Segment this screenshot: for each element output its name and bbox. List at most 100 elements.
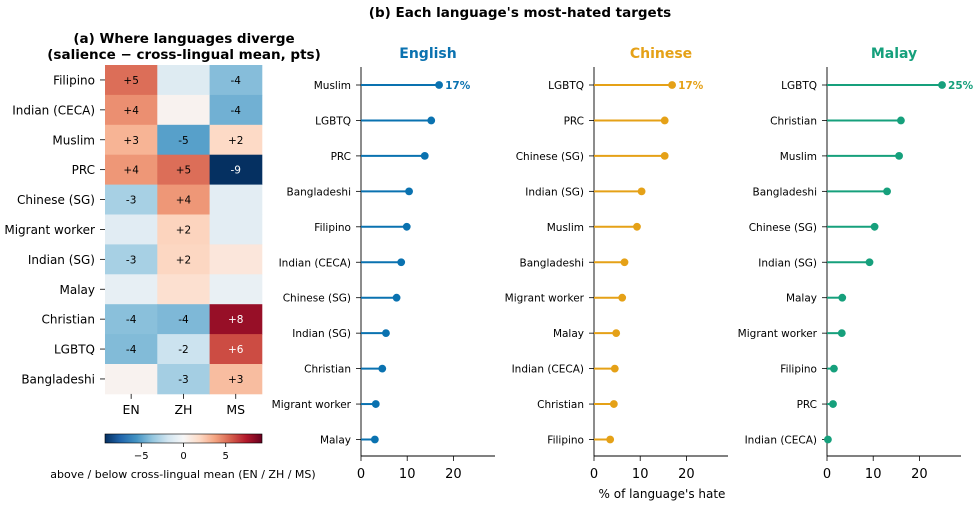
lollipop-dot [610, 400, 618, 408]
heatmap-panel: (a) Where languages diverge (salience − … [4, 31, 320, 481]
lollipop-dot [830, 365, 838, 373]
x-tick-label: 10 [632, 467, 649, 482]
heatmap-cell-label: +2 [176, 254, 191, 266]
y-tick-label: Indian (SG) [292, 328, 351, 340]
lollipop-dot [618, 294, 626, 302]
heatmap-cell-label: +2 [176, 224, 191, 236]
heatmap-column-label: MS [226, 402, 245, 417]
y-tick-label: Bangladeshi [287, 186, 351, 198]
heatmap-cell [210, 274, 263, 304]
heatmap-row-label: Indian (SG) [28, 253, 95, 267]
y-tick-label: Migrant worker [505, 293, 585, 305]
y-tick-label: Muslim [780, 151, 817, 163]
lollipop-suptitle: (b) Each language's most-hated targets [369, 5, 671, 21]
heatmap-cell [105, 215, 158, 245]
lollipop-dot [883, 187, 891, 195]
heatmap-cell-label: -3 [126, 254, 136, 266]
heatmap-column-label: ZH [174, 402, 192, 417]
top-value-label: 25% [948, 80, 974, 92]
heatmap-row-label: Bangladeshi [21, 372, 95, 386]
heatmap-row-label: LGBTQ [54, 343, 95, 357]
heatmap-cell [157, 274, 210, 304]
lollipop-dot [661, 117, 669, 125]
y-tick-label: Filipino [314, 222, 351, 234]
y-tick-label: Christian [770, 115, 817, 127]
y-tick-label: PRC [564, 115, 584, 127]
heatmap-cell [105, 274, 158, 304]
subplot-title: English [399, 46, 456, 62]
lollipop-panel: (b) Each language's most-hated targets E… [272, 5, 974, 501]
y-tick-label: Malay [320, 435, 351, 447]
heatmap-cell-label: -2 [178, 344, 188, 356]
y-tick-label: Migrant worker [272, 399, 352, 411]
y-tick-label: Christian [304, 364, 351, 376]
heatmap-row-labels: FilipinoIndian (CECA)MuslimPRCChinese (S… [4, 73, 105, 386]
lollipop-dot [612, 329, 620, 337]
lollipop-x-axis-label: % of language's hate [599, 487, 726, 501]
lollipop-dot [838, 329, 846, 337]
heatmap-cell-label: -3 [126, 195, 136, 207]
heatmap-title-line1: (a) Where languages diverge [73, 31, 294, 47]
lollipop-dot [638, 187, 646, 195]
heatmap-cell-label: -4 [126, 344, 137, 356]
colorbar: −5 0 5 above / below cross-lingual mean (E… [50, 434, 315, 481]
lollipop-subplot: Malay 0 10 20 LGBTQ 25% Christian Muslim Banglad… [738, 46, 974, 482]
subplot-title: Chinese [630, 46, 692, 62]
heatmap-cell-label: +3 [123, 135, 138, 147]
heatmap-row-label: Christian [41, 313, 95, 327]
heatmap-cell-label: -3 [178, 374, 188, 386]
lollipop-dot [938, 81, 946, 89]
heatmap-cell [105, 364, 158, 394]
lollipop-dot [611, 365, 619, 373]
lollipop-dot [382, 329, 390, 337]
colorbar-ticks: −5 0 5 [134, 443, 229, 462]
x-tick-label: 0 [357, 467, 365, 482]
y-tick-label: Chinese (SG) [283, 293, 351, 305]
y-tick-label: Chinese (SG) [516, 151, 584, 163]
y-tick-label: Muslim [314, 80, 351, 92]
lollipop-dot [668, 81, 676, 89]
heatmap-row-label: PRC [72, 163, 95, 177]
x-tick-label: 0 [823, 467, 831, 482]
heatmap-row-label: Malay [60, 283, 96, 297]
x-tick-label: 10 [865, 467, 882, 482]
lollipop-dot [871, 223, 879, 231]
y-tick-label: LGBTQ [548, 80, 584, 92]
top-value-label: 17% [678, 80, 704, 92]
y-tick-label: Filipino [547, 435, 584, 447]
heatmap-cell-label: +2 [228, 135, 243, 147]
colorbar-gradient [105, 434, 262, 443]
colorbar-label: above / below cross-lingual mean (EN / Z… [50, 468, 315, 481]
lollipop-subplot: Chinese 0 10 20 LGBTQ 17% PRC Chinese (SG) India… [505, 46, 728, 482]
subplot-title: Malay [871, 46, 917, 62]
colorbar-tick-label: −5 [134, 451, 149, 462]
lollipop-dot [606, 436, 614, 444]
heatmap-cell-label: -4 [178, 314, 189, 326]
lollipop-dot [427, 117, 435, 125]
heatmap-cell-label: -4 [126, 314, 137, 326]
y-tick-label: Indian (SG) [758, 257, 817, 269]
y-tick-label: Indian (CECA) [512, 364, 584, 376]
heatmap-row-label: Chinese (SG) [17, 193, 95, 207]
heatmap-cell-label: +5 [176, 165, 191, 177]
lollipop-dot [897, 117, 905, 125]
heatmap-cell-label: +4 [123, 165, 139, 177]
y-tick-label: Indian (CECA) [745, 435, 817, 447]
lollipop-dot [371, 436, 379, 444]
x-tick-label: 0 [590, 467, 598, 482]
heatmap-row-label: Muslim [52, 133, 95, 147]
top-value-label: 17% [445, 80, 471, 92]
heatmap-column-label: EN [123, 402, 140, 417]
y-tick-label: LGBTQ [781, 80, 817, 92]
x-tick-label: 10 [399, 467, 416, 482]
heatmap-column-labels: EN ZH MS [123, 394, 246, 417]
x-tick-label: 20 [445, 467, 462, 482]
lollipop-dot [866, 258, 874, 266]
heatmap-cell-label: -9 [231, 165, 241, 177]
lollipop-subplot: English0 10 20Muslim 17%LGBTQPRCBangladeshi… [272, 46, 495, 482]
lollipop-dot [378, 365, 386, 373]
heatmap-row-label: Indian (CECA) [12, 103, 95, 117]
lollipop-dot [397, 258, 405, 266]
colorbar-tick-label: 5 [223, 451, 229, 462]
